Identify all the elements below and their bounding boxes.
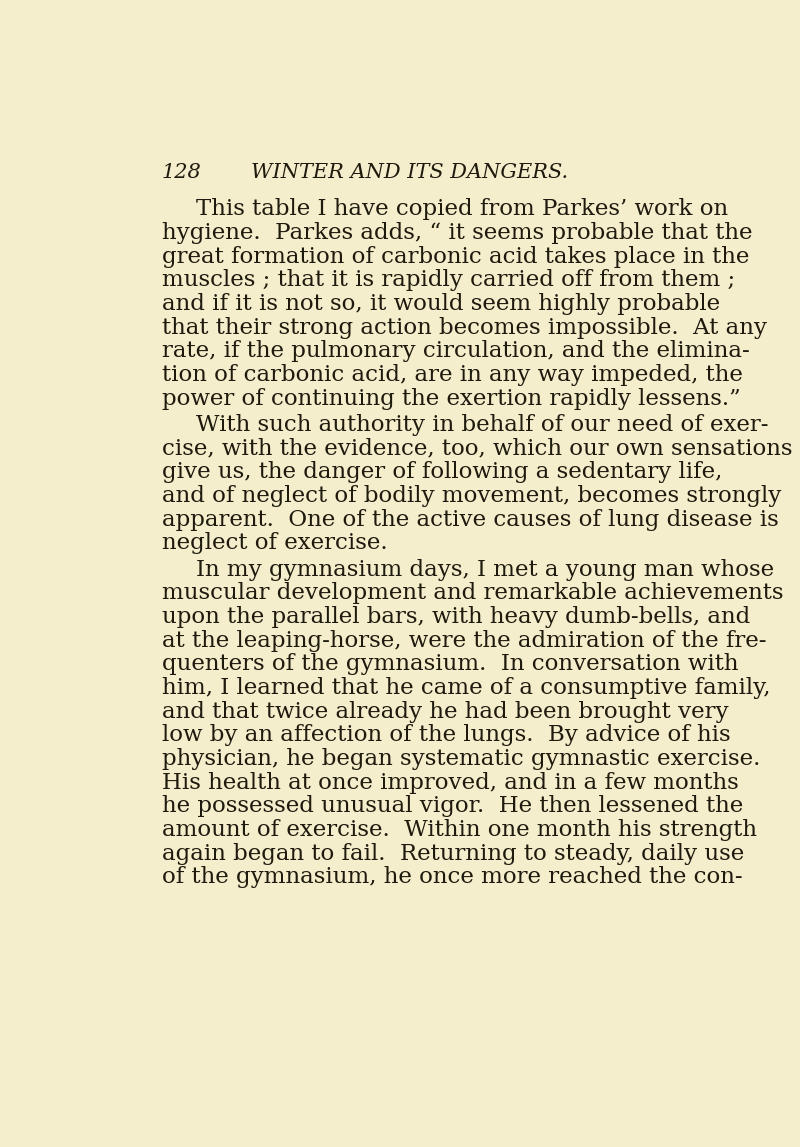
- Text: at the leaping-horse, were the admiration of the fre-: at the leaping-horse, were the admiratio…: [162, 630, 766, 651]
- Text: great formation of carbonic acid takes place in the: great formation of carbonic acid takes p…: [162, 245, 750, 267]
- Text: power of continuing the exertion rapidly lessens.”: power of continuing the exertion rapidly…: [162, 388, 741, 409]
- Text: physician, he began systematic gymnastic exercise.: physician, he began systematic gymnastic…: [162, 748, 760, 770]
- Text: In my gymnasium days, I met a young man whose: In my gymnasium days, I met a young man …: [196, 559, 774, 580]
- Text: that their strong action becomes impossible.  At any: that their strong action becomes impossi…: [162, 317, 767, 338]
- Text: WINTER AND ITS DANGERS.: WINTER AND ITS DANGERS.: [251, 163, 569, 182]
- Text: upon the parallel bars, with heavy dumb-bells, and: upon the parallel bars, with heavy dumb-…: [162, 606, 750, 629]
- Text: him, I learned that he came of a consumptive family,: him, I learned that he came of a consump…: [162, 677, 770, 699]
- Text: 128: 128: [162, 163, 202, 182]
- Text: cise, with the evidence, too, which our own sensations: cise, with the evidence, too, which our …: [162, 438, 793, 460]
- Text: and if it is not so, it would seem highly probable: and if it is not so, it would seem highl…: [162, 292, 720, 315]
- Text: His health at once improved, and in a few months: His health at once improved, and in a fe…: [162, 772, 738, 794]
- Text: With such authority in behalf of our need of exer-: With such authority in behalf of our nee…: [196, 414, 769, 436]
- Text: muscular development and remarkable achievements: muscular development and remarkable achi…: [162, 583, 783, 604]
- Text: neglect of exercise.: neglect of exercise.: [162, 532, 388, 554]
- Text: and that twice already he had been brought very: and that twice already he had been broug…: [162, 701, 729, 723]
- Text: quenters of the gymnasium.  In conversation with: quenters of the gymnasium. In conversati…: [162, 654, 738, 676]
- Text: tion of carbonic acid, are in any way impeded, the: tion of carbonic acid, are in any way im…: [162, 364, 743, 387]
- Text: muscles ; that it is rapidly carried off from them ;: muscles ; that it is rapidly carried off…: [162, 270, 735, 291]
- Text: give us, the danger of following a sedentary life,: give us, the danger of following a seden…: [162, 461, 722, 483]
- Text: he possessed unusual vigor.  He then lessened the: he possessed unusual vigor. He then less…: [162, 795, 743, 818]
- Text: of the gymnasium, he once more reached the con-: of the gymnasium, he once more reached t…: [162, 866, 742, 889]
- Text: low by an affection of the lungs.  By advice of his: low by an affection of the lungs. By adv…: [162, 725, 730, 747]
- Text: hygiene.  Parkes adds, “ it seems probable that the: hygiene. Parkes adds, “ it seems probabl…: [162, 223, 753, 244]
- Text: apparent.  One of the active causes of lung disease is: apparent. One of the active causes of lu…: [162, 509, 778, 531]
- Text: again began to fail.  Returning to steady, daily use: again began to fail. Returning to steady…: [162, 843, 744, 865]
- Text: rate, if the pulmonary circulation, and the elimina-: rate, if the pulmonary circulation, and …: [162, 341, 750, 362]
- Text: and of neglect of bodily movement, becomes strongly: and of neglect of bodily movement, becom…: [162, 485, 782, 507]
- Text: amount of exercise.  Within one month his strength: amount of exercise. Within one month his…: [162, 819, 757, 841]
- Text: This table I have copied from Parkes’ work on: This table I have copied from Parkes’ wo…: [196, 198, 728, 220]
